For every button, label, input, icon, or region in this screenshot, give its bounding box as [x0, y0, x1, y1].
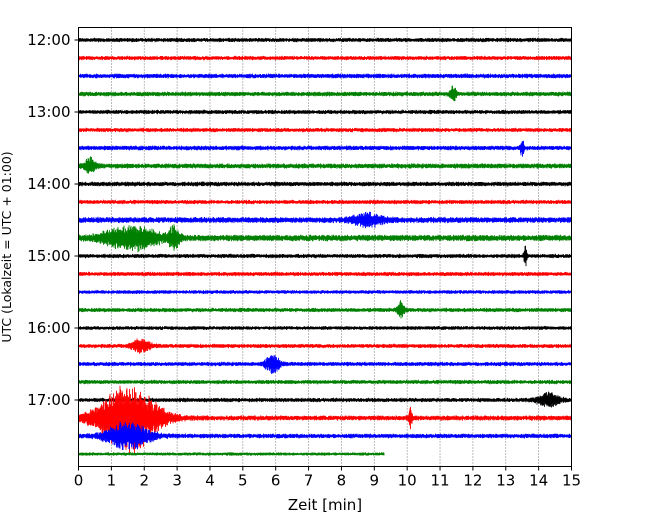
trace-1345 [78, 156, 572, 174]
x-axis: 0 1 2 3 4 5 6 7 8 9 10 11 12 13 14 15 [74, 466, 581, 490]
x-tick-label-8: 8 [337, 472, 347, 490]
trace-1715 [78, 385, 572, 454]
x-tick-label-14: 14 [529, 472, 548, 490]
trace-1215 [78, 55, 572, 61]
trace-1530 [78, 289, 572, 294]
x-tick-label-7: 7 [304, 472, 314, 490]
trace-1630 [78, 355, 572, 374]
trace-1600 [78, 325, 572, 331]
x-tick-label-3: 3 [172, 472, 182, 490]
x-tick-label-5: 5 [238, 472, 248, 490]
x-tick-label-10: 10 [398, 472, 417, 490]
x-tick-label-4: 4 [205, 472, 215, 490]
y-axis-label: UTC (Lokalzeit = UTC + 01:00) [0, 151, 14, 342]
trace-1515 [78, 271, 572, 277]
trace-1330 [78, 140, 572, 157]
y-tick-label-1300: 13:00 [27, 103, 70, 121]
x-tick-label-9: 9 [370, 472, 380, 490]
x-tick-label-6: 6 [271, 472, 281, 490]
trace-1615 [78, 338, 572, 354]
trace-1200 [78, 37, 572, 43]
x-tick-label-12: 12 [463, 472, 482, 490]
y-tick-label-1400: 14:00 [27, 175, 70, 193]
x-tick-label-11: 11 [430, 472, 449, 490]
trace-1300 [78, 109, 572, 115]
y-tick-label-1600: 16:00 [27, 319, 70, 337]
trace-1230 [78, 73, 572, 79]
trace-1315 [78, 127, 572, 133]
x-tick-label-15: 15 [562, 472, 581, 490]
y-tick-label-1200: 12:00 [27, 31, 70, 49]
trace-1745 [78, 452, 385, 456]
x-tick-label-1: 1 [107, 472, 117, 490]
y-axis: 12:00 13:00 14:00 15:00 16:00 17:00 [27, 31, 79, 409]
trace-1545 [78, 300, 572, 319]
trace-1500 [78, 245, 572, 267]
y-tick-label-1700: 17:00 [27, 391, 70, 409]
x-tick-label-0: 0 [74, 472, 84, 490]
x-axis-label: Zeit [min] [288, 496, 362, 514]
trace-1415 [78, 199, 572, 205]
trace-1400 [78, 181, 572, 187]
trace-1245 [78, 85, 572, 102]
seismic-traces [78, 37, 572, 456]
trace-1645 [78, 379, 572, 385]
trace-1445 [78, 224, 572, 253]
trace-1430 [78, 211, 572, 229]
x-tick-label-13: 13 [496, 472, 515, 490]
plot-frame [78, 27, 572, 467]
y-tick-label-1500: 15:00 [27, 247, 70, 265]
x-tick-label-2: 2 [139, 472, 149, 490]
